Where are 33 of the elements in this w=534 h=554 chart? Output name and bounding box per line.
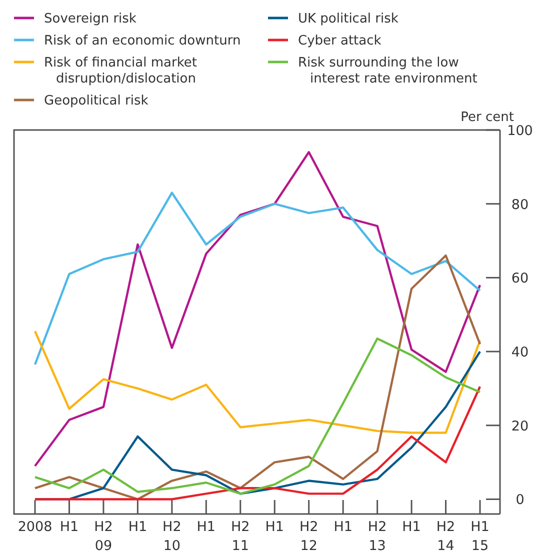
x-tick-label: H1 [60, 519, 79, 535]
x-tick-label: H2 10 [162, 519, 182, 554]
legend-label: Risk surrounding the low interest rate environment [298, 56, 478, 86]
x-tick-label: H2 09 [94, 519, 113, 554]
line-series [34, 254, 482, 500]
x-tick-label: H1 [334, 519, 352, 535]
y-tick-label: 40 [511, 344, 529, 361]
legend-label: Risk of an economic downturn [44, 34, 241, 48]
line-series [34, 386, 482, 500]
y-axis-title: Per cent [460, 110, 514, 125]
x-tick-label: 2008 [18, 519, 52, 535]
x-tick-label: H2 12 [299, 519, 318, 554]
y-tick-label: 80 [511, 196, 529, 213]
line-series [34, 192, 482, 366]
x-tick-label: H1 15 [470, 519, 490, 554]
y-tick-label: 20 [511, 418, 529, 434]
x-tick-label: H1 [402, 519, 421, 535]
y-tick-label: 100 [507, 123, 533, 139]
x-tick-label: H2 11 [231, 519, 250, 554]
legend-label: Cyber attack [298, 34, 382, 48]
legend-label: Sovereign risk [44, 12, 137, 26]
x-tick-label: H1 [128, 519, 148, 535]
x-tick-label: H2 14 [436, 519, 456, 554]
y-tick-label: 0 [516, 492, 524, 508]
legend-label: Risk of financial market disruption/dislocation [44, 56, 197, 86]
legend-label: UK political risk [298, 12, 399, 26]
line-series [34, 151, 482, 468]
x-tick-label: H1 [196, 519, 216, 535]
x-tick-label: H2 13 [368, 519, 387, 554]
x-tick-label: H1 [265, 519, 284, 535]
legend-label: Geopolitical risk [44, 94, 149, 108]
line-series [34, 330, 482, 434]
y-tick-label: 60 [511, 270, 529, 287]
